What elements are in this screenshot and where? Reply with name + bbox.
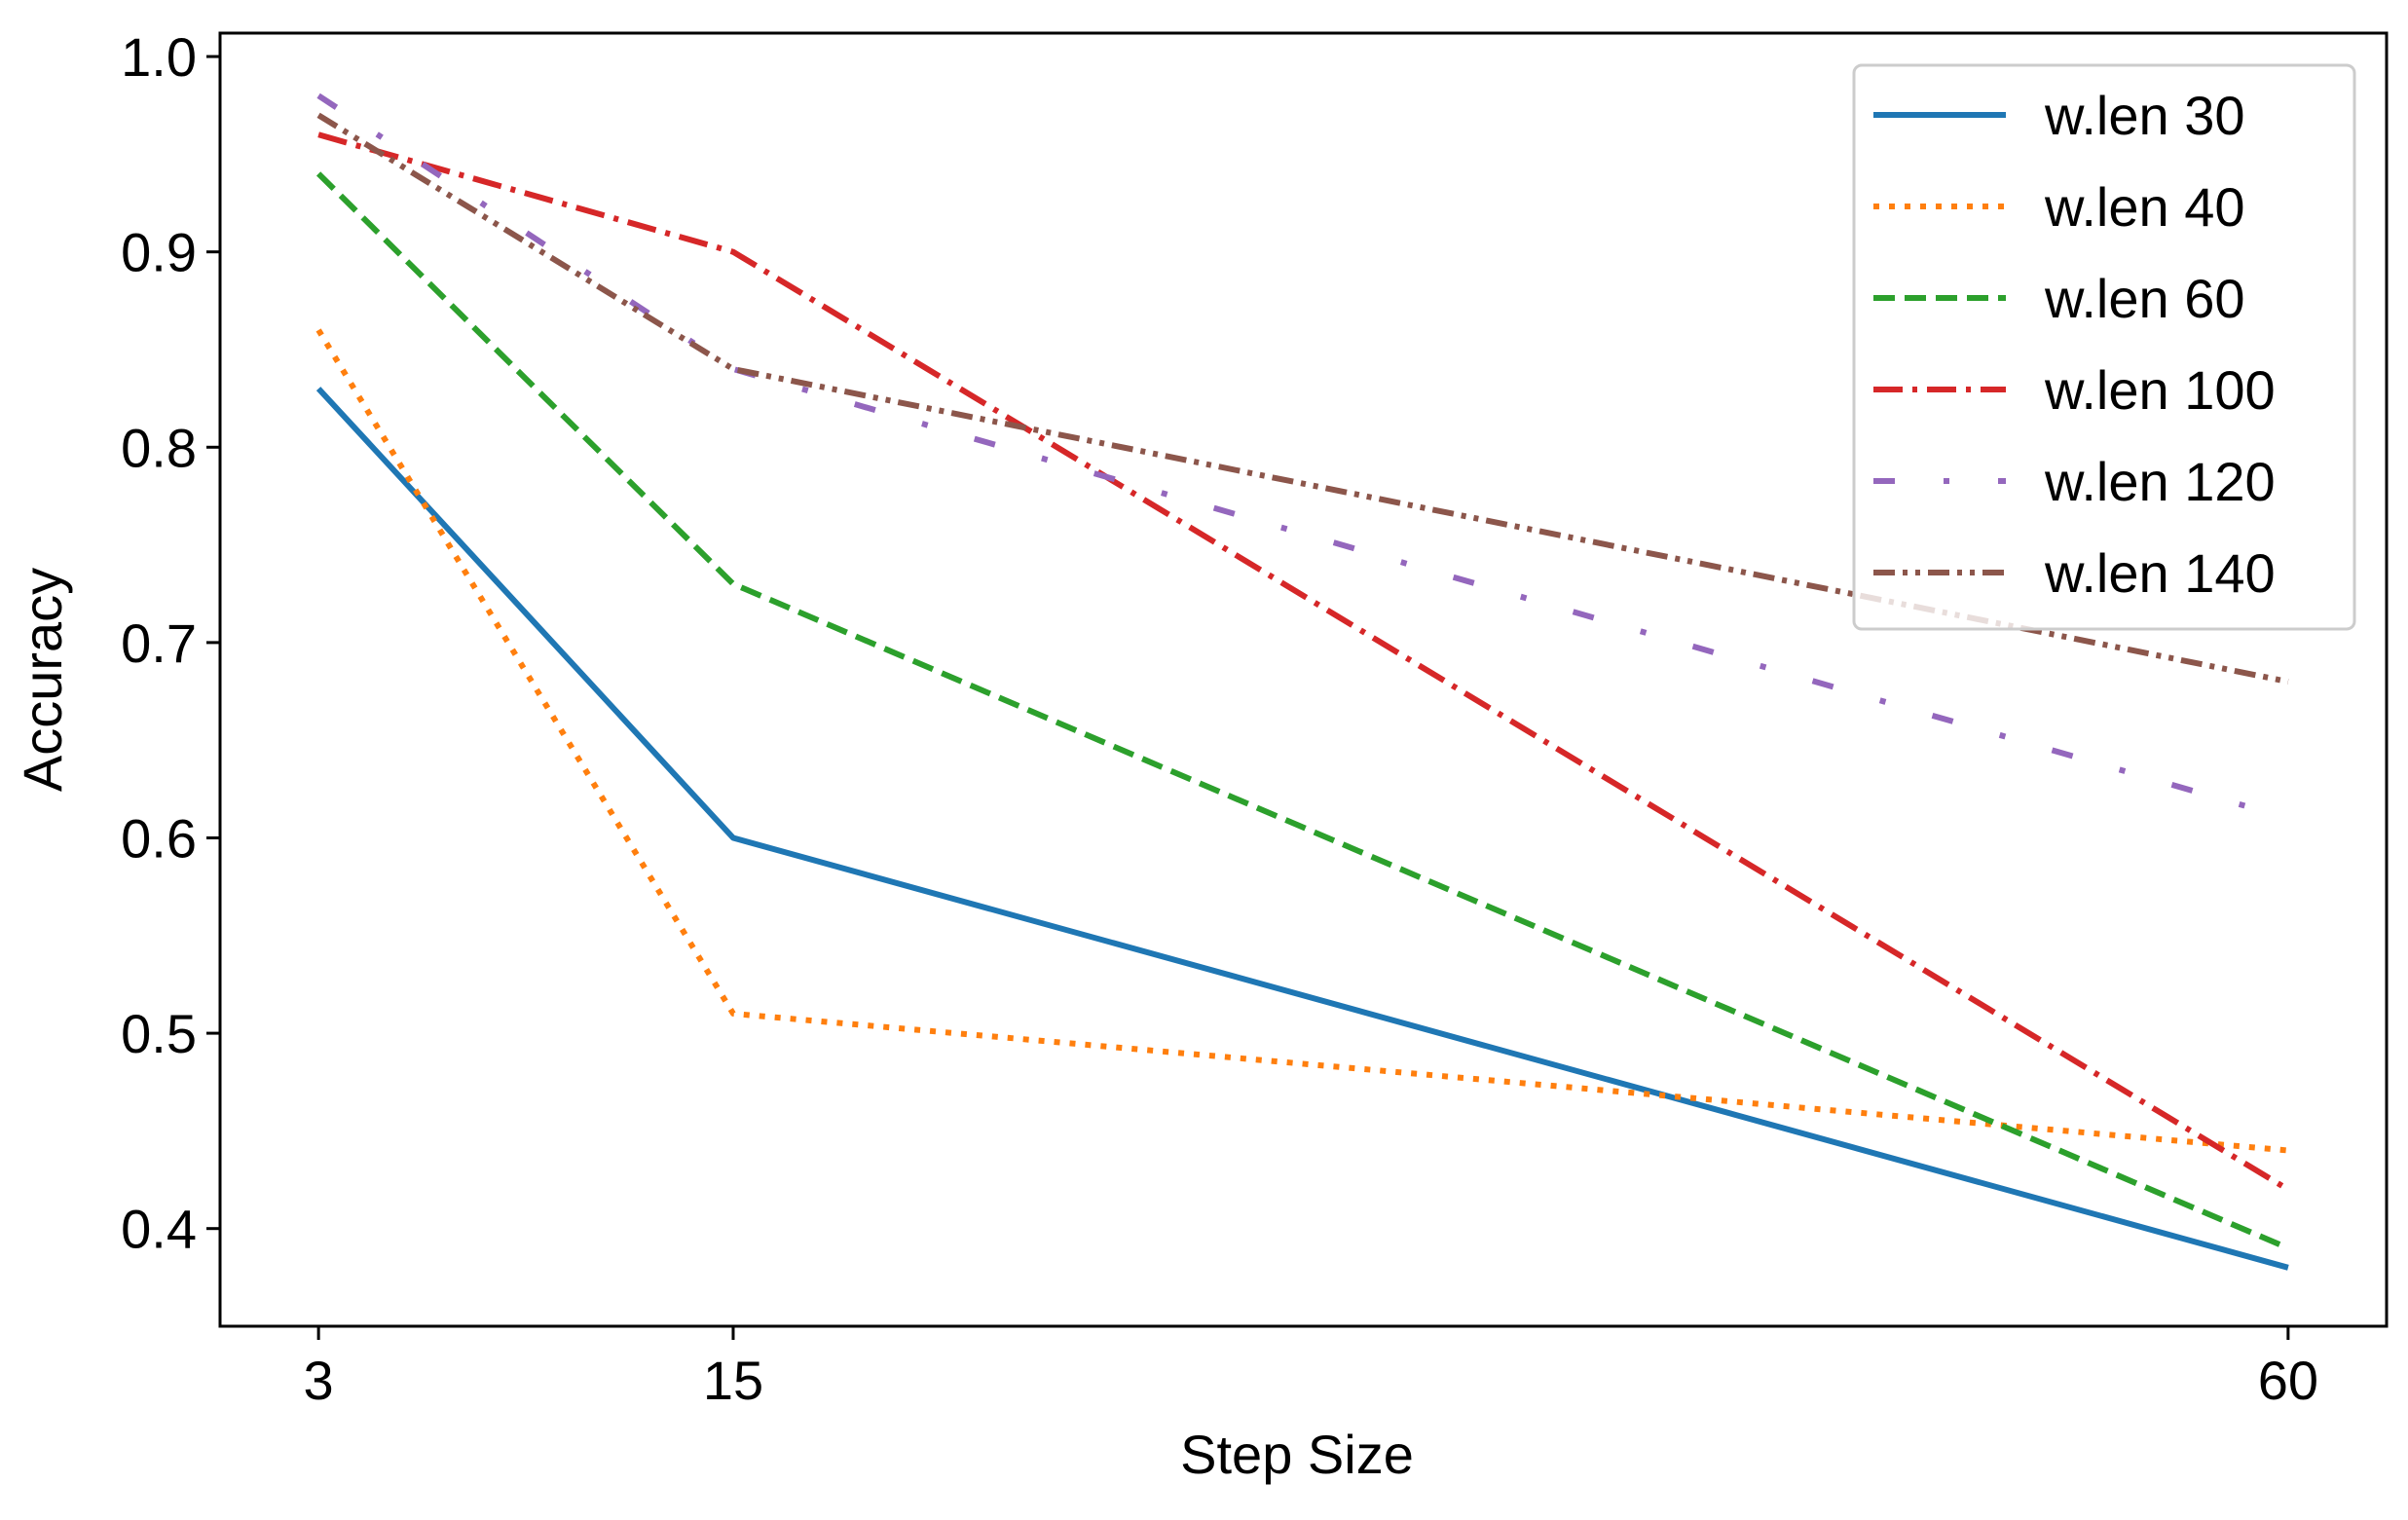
x-tick-label: 3 (304, 1350, 334, 1411)
legend-label: w.len 140 (2044, 542, 2276, 604)
y-tick-label: 0.8 (121, 417, 197, 478)
plot-frame (218, 31, 2389, 1328)
y-tick-label: 0.6 (121, 807, 197, 869)
legend: w.len 30 w.len 40 w.len 60 w.len 100 w.len 1… (1852, 63, 2356, 631)
x-tick-label: 60 (2258, 1350, 2318, 1411)
y-tick-label: 0.5 (121, 1003, 197, 1064)
y-tick-label: 0.4 (121, 1199, 197, 1260)
legend-label: w.len 30 (2044, 85, 2245, 146)
plot-lines (315, 93, 2290, 1271)
x-axis: 3 15 60 (304, 1326, 2318, 1411)
series-line-2 (315, 328, 2289, 1154)
y-tick-label: 1.0 (121, 26, 197, 88)
y-tick-label: 0.7 (121, 612, 197, 674)
series-line-6 (316, 112, 2289, 685)
y-axis-title: Accuracy (12, 568, 73, 792)
legend-label: w.len 40 (2044, 176, 2245, 238)
legend-box (1852, 63, 2356, 631)
series-line-4 (317, 131, 2290, 1193)
y-tick-label: 0.9 (121, 222, 197, 283)
x-axis-title: Step Size (1180, 1424, 1414, 1485)
series-line-3 (315, 171, 2290, 1251)
series-line-1 (315, 387, 2289, 1271)
y-axis: 0.4 0.5 0.6 0.7 0.8 0.9 1.0 (121, 26, 220, 1260)
x-tick-label: 15 (703, 1350, 763, 1411)
legend-label: w.len 120 (2044, 451, 2276, 512)
legend-label: w.len 60 (2044, 268, 2245, 329)
legend-label: w.len 100 (2044, 359, 2276, 421)
